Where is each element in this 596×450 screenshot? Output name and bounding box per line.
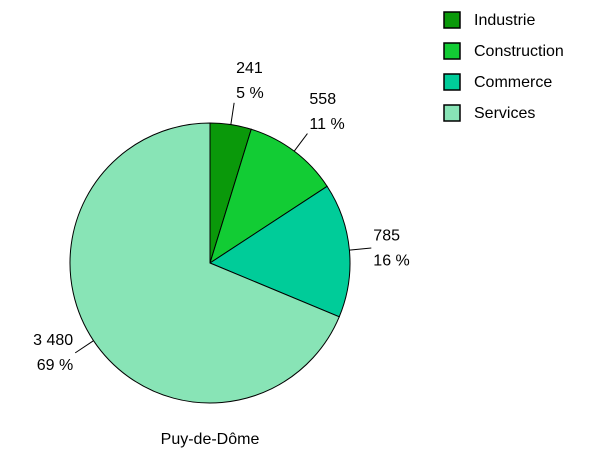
legend-label: Construction [474, 43, 564, 60]
value-label: 558 [309, 91, 336, 108]
value-label: 785 [373, 227, 400, 244]
percent-label: 11 % [309, 116, 344, 133]
value-label: 241 [236, 60, 263, 77]
legend-swatch [443, 73, 461, 91]
leader-line [74, 340, 94, 354]
chart-title: Puy-de-Dôme [161, 431, 260, 448]
legend-swatch [443, 42, 461, 60]
percent-label: 5 % [236, 85, 264, 102]
percent-label: 69 % [37, 357, 73, 374]
legend-swatch [443, 11, 461, 29]
value-label: 3 480 [33, 332, 73, 349]
legend-label: Industrie [474, 12, 535, 29]
percent-label: 16 % [373, 252, 409, 269]
legend-label: Commerce [474, 74, 552, 91]
leader-line [293, 133, 308, 152]
leader-line [349, 247, 372, 251]
legend-swatch [443, 104, 461, 122]
legend-label: Services [474, 105, 535, 122]
pie-slice [208, 185, 351, 318]
leader-line [230, 102, 235, 125]
